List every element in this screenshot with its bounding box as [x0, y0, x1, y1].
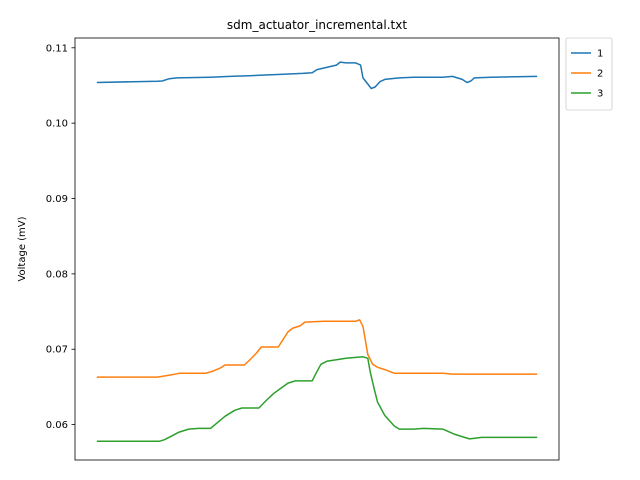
- legend-box: [565, 37, 613, 111]
- legend-label-2: 2: [597, 69, 603, 80]
- series-line-3: [96, 356, 538, 442]
- legend-label-3: 3: [597, 89, 603, 100]
- y-axis-label: Voltage (mV): [17, 216, 28, 281]
- y-tick-label: 0.10: [46, 119, 68, 130]
- y-tick-label: 0.06: [46, 420, 68, 431]
- series-line-2: [96, 319, 538, 378]
- series-lines: [96, 61, 538, 442]
- plot-frame: [74, 37, 560, 461]
- y-tick-label: 0.07: [46, 345, 68, 356]
- legend-label-1: 1: [597, 49, 603, 60]
- y-axis-ticks: 0.06 0.07 0.08 0.09 0.10 0.11: [46, 43, 75, 431]
- chart-title: sdm_actuator_incremental.txt: [227, 18, 407, 32]
- y-tick-label: 0.08: [46, 269, 68, 280]
- y-tick-label: 0.09: [46, 194, 68, 205]
- y-tick-label: 0.11: [46, 43, 68, 54]
- series-line-1: [96, 61, 538, 90]
- legend: 1 2 3: [565, 37, 613, 111]
